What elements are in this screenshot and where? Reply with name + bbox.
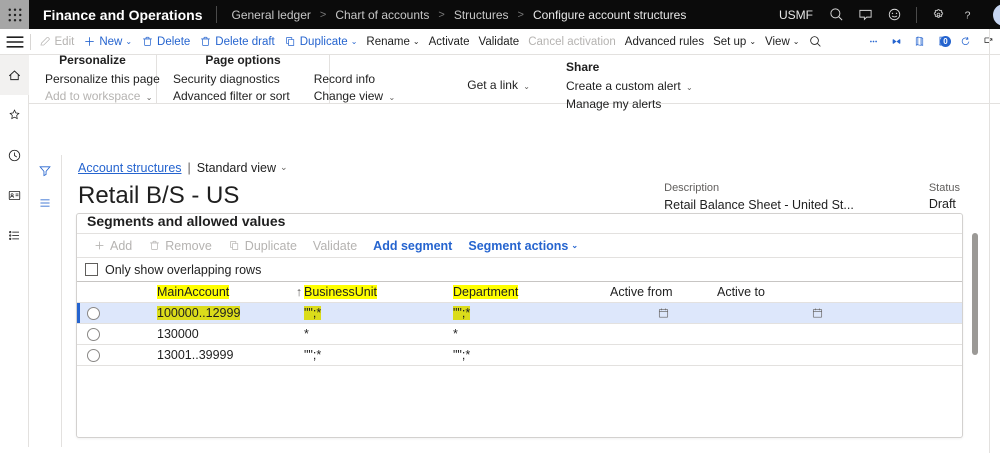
svg-text:?: ? <box>965 9 971 21</box>
